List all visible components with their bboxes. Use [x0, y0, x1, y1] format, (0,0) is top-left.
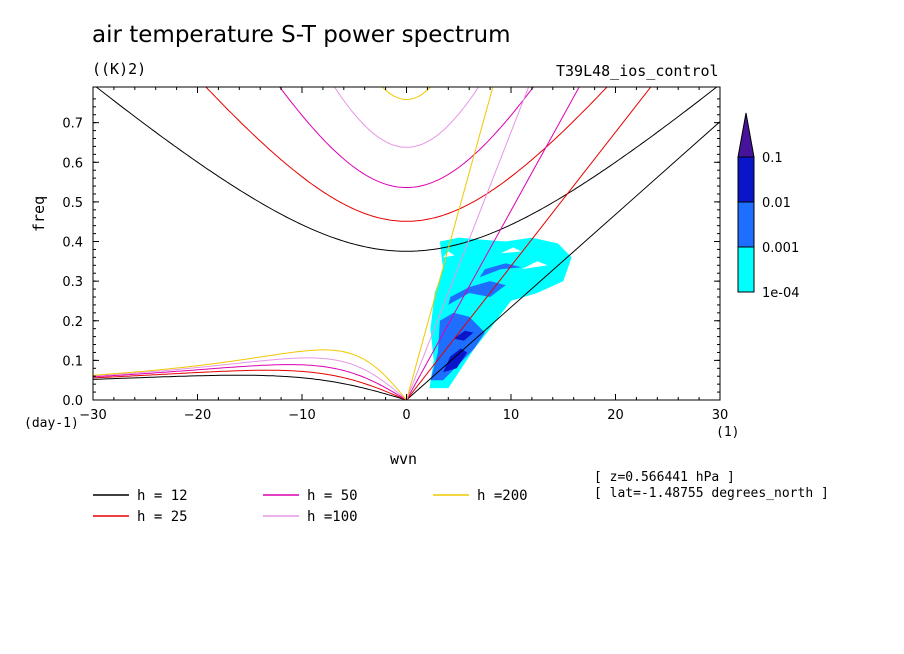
ig-curve-h50 — [279, 87, 534, 188]
kelvin-curve-h12 — [406, 121, 720, 400]
plot-frame — [92, 86, 721, 401]
y-tick-label: 0.0 — [62, 394, 83, 409]
y-tick-label: 0.7 — [62, 117, 83, 132]
kelvin-curve-h50 — [406, 87, 580, 400]
kelvin-curve-h100 — [406, 87, 530, 400]
dispersion-curves — [93, 87, 720, 400]
experiment-label: T39L48_ios_control — [556, 62, 719, 80]
contour-gap — [521, 261, 548, 270]
colorbar: 0.1 0.01 0.001 1e-04 — [737, 112, 800, 301]
latitude-info: [ lat=-1.48755 degrees_north ] — [594, 486, 829, 501]
contour-level-0.01 — [443, 348, 468, 373]
y-tick-label: 0.3 — [62, 275, 83, 290]
y-axis-unit: (day-1) — [24, 416, 79, 431]
y-tick-label: 0.5 — [62, 196, 83, 211]
x-tick-label: 0 — [402, 408, 410, 423]
y-tick-label: 0.1 — [62, 354, 83, 369]
y-tick-label: 0.6 — [62, 156, 83, 171]
rossby-curve-h25 — [93, 369, 407, 400]
x-tick-label: −10 — [288, 408, 315, 423]
colorbar-extension — [737, 112, 755, 158]
colorbar-label: 1e-04 — [762, 286, 800, 301]
y-tick-label: 0.4 — [62, 236, 83, 251]
axes: −30 −20 −10 0 10 20 30 0.0 0.1 0.2 0.3 0.4 0.5 0.6 0.7 — [62, 86, 729, 423]
legend: h = 12 h = 25 h = 50 h =100 h =200 — [93, 488, 528, 525]
legend-label: h =100 — [307, 509, 358, 525]
legend-label: h = 12 — [137, 488, 188, 504]
x-axis-label: wvn — [390, 450, 418, 468]
kelvin-curve-h25 — [406, 87, 652, 400]
x-tick-label: −30 — [79, 408, 106, 423]
kelvin-curve-h200 — [406, 87, 494, 400]
colorbar-label: 0.001 — [762, 241, 799, 256]
legend-label: h =200 — [477, 488, 528, 504]
x-axis-unit: (1) — [716, 425, 740, 440]
colorbar-segment — [737, 156, 755, 203]
colorbar-segment — [737, 246, 755, 293]
colorbar-segment — [737, 201, 755, 248]
units-label: ((K)2) — [92, 60, 147, 78]
contour-level-0.001 — [430, 312, 485, 381]
rossby-curve-h50 — [93, 364, 407, 400]
colorbar-label: 0.1 — [762, 151, 783, 166]
legend-label: h = 25 — [137, 509, 188, 525]
ig-curve-h200 — [381, 87, 432, 101]
x-tick-label: 30 — [712, 408, 729, 423]
ig-curve-h25 — [205, 87, 608, 222]
rossby-curve-h100 — [93, 357, 407, 400]
contour-gap — [500, 247, 522, 254]
ig-curve-h100 — [333, 87, 480, 148]
contour-level-0.001 — [448, 281, 506, 305]
ig-curve-h12 — [95, 87, 718, 252]
chart-title: air temperature S-T power spectrum — [92, 22, 511, 48]
x-tick-label: 20 — [607, 408, 624, 423]
spectrum-contours — [429, 237, 572, 389]
rossby-curve-h12 — [93, 374, 407, 400]
contour-level-0.01 — [453, 330, 474, 341]
legend-label: h = 50 — [307, 488, 358, 504]
x-tick-label: 10 — [503, 408, 520, 423]
y-tick-label: 0.2 — [62, 315, 83, 330]
rossby-curve-h200 — [93, 349, 407, 400]
x-tick-label: −20 — [184, 408, 211, 423]
colorbar-label: 0.01 — [762, 196, 791, 211]
level-info: [ z=0.566441 hPa ] — [594, 470, 735, 485]
